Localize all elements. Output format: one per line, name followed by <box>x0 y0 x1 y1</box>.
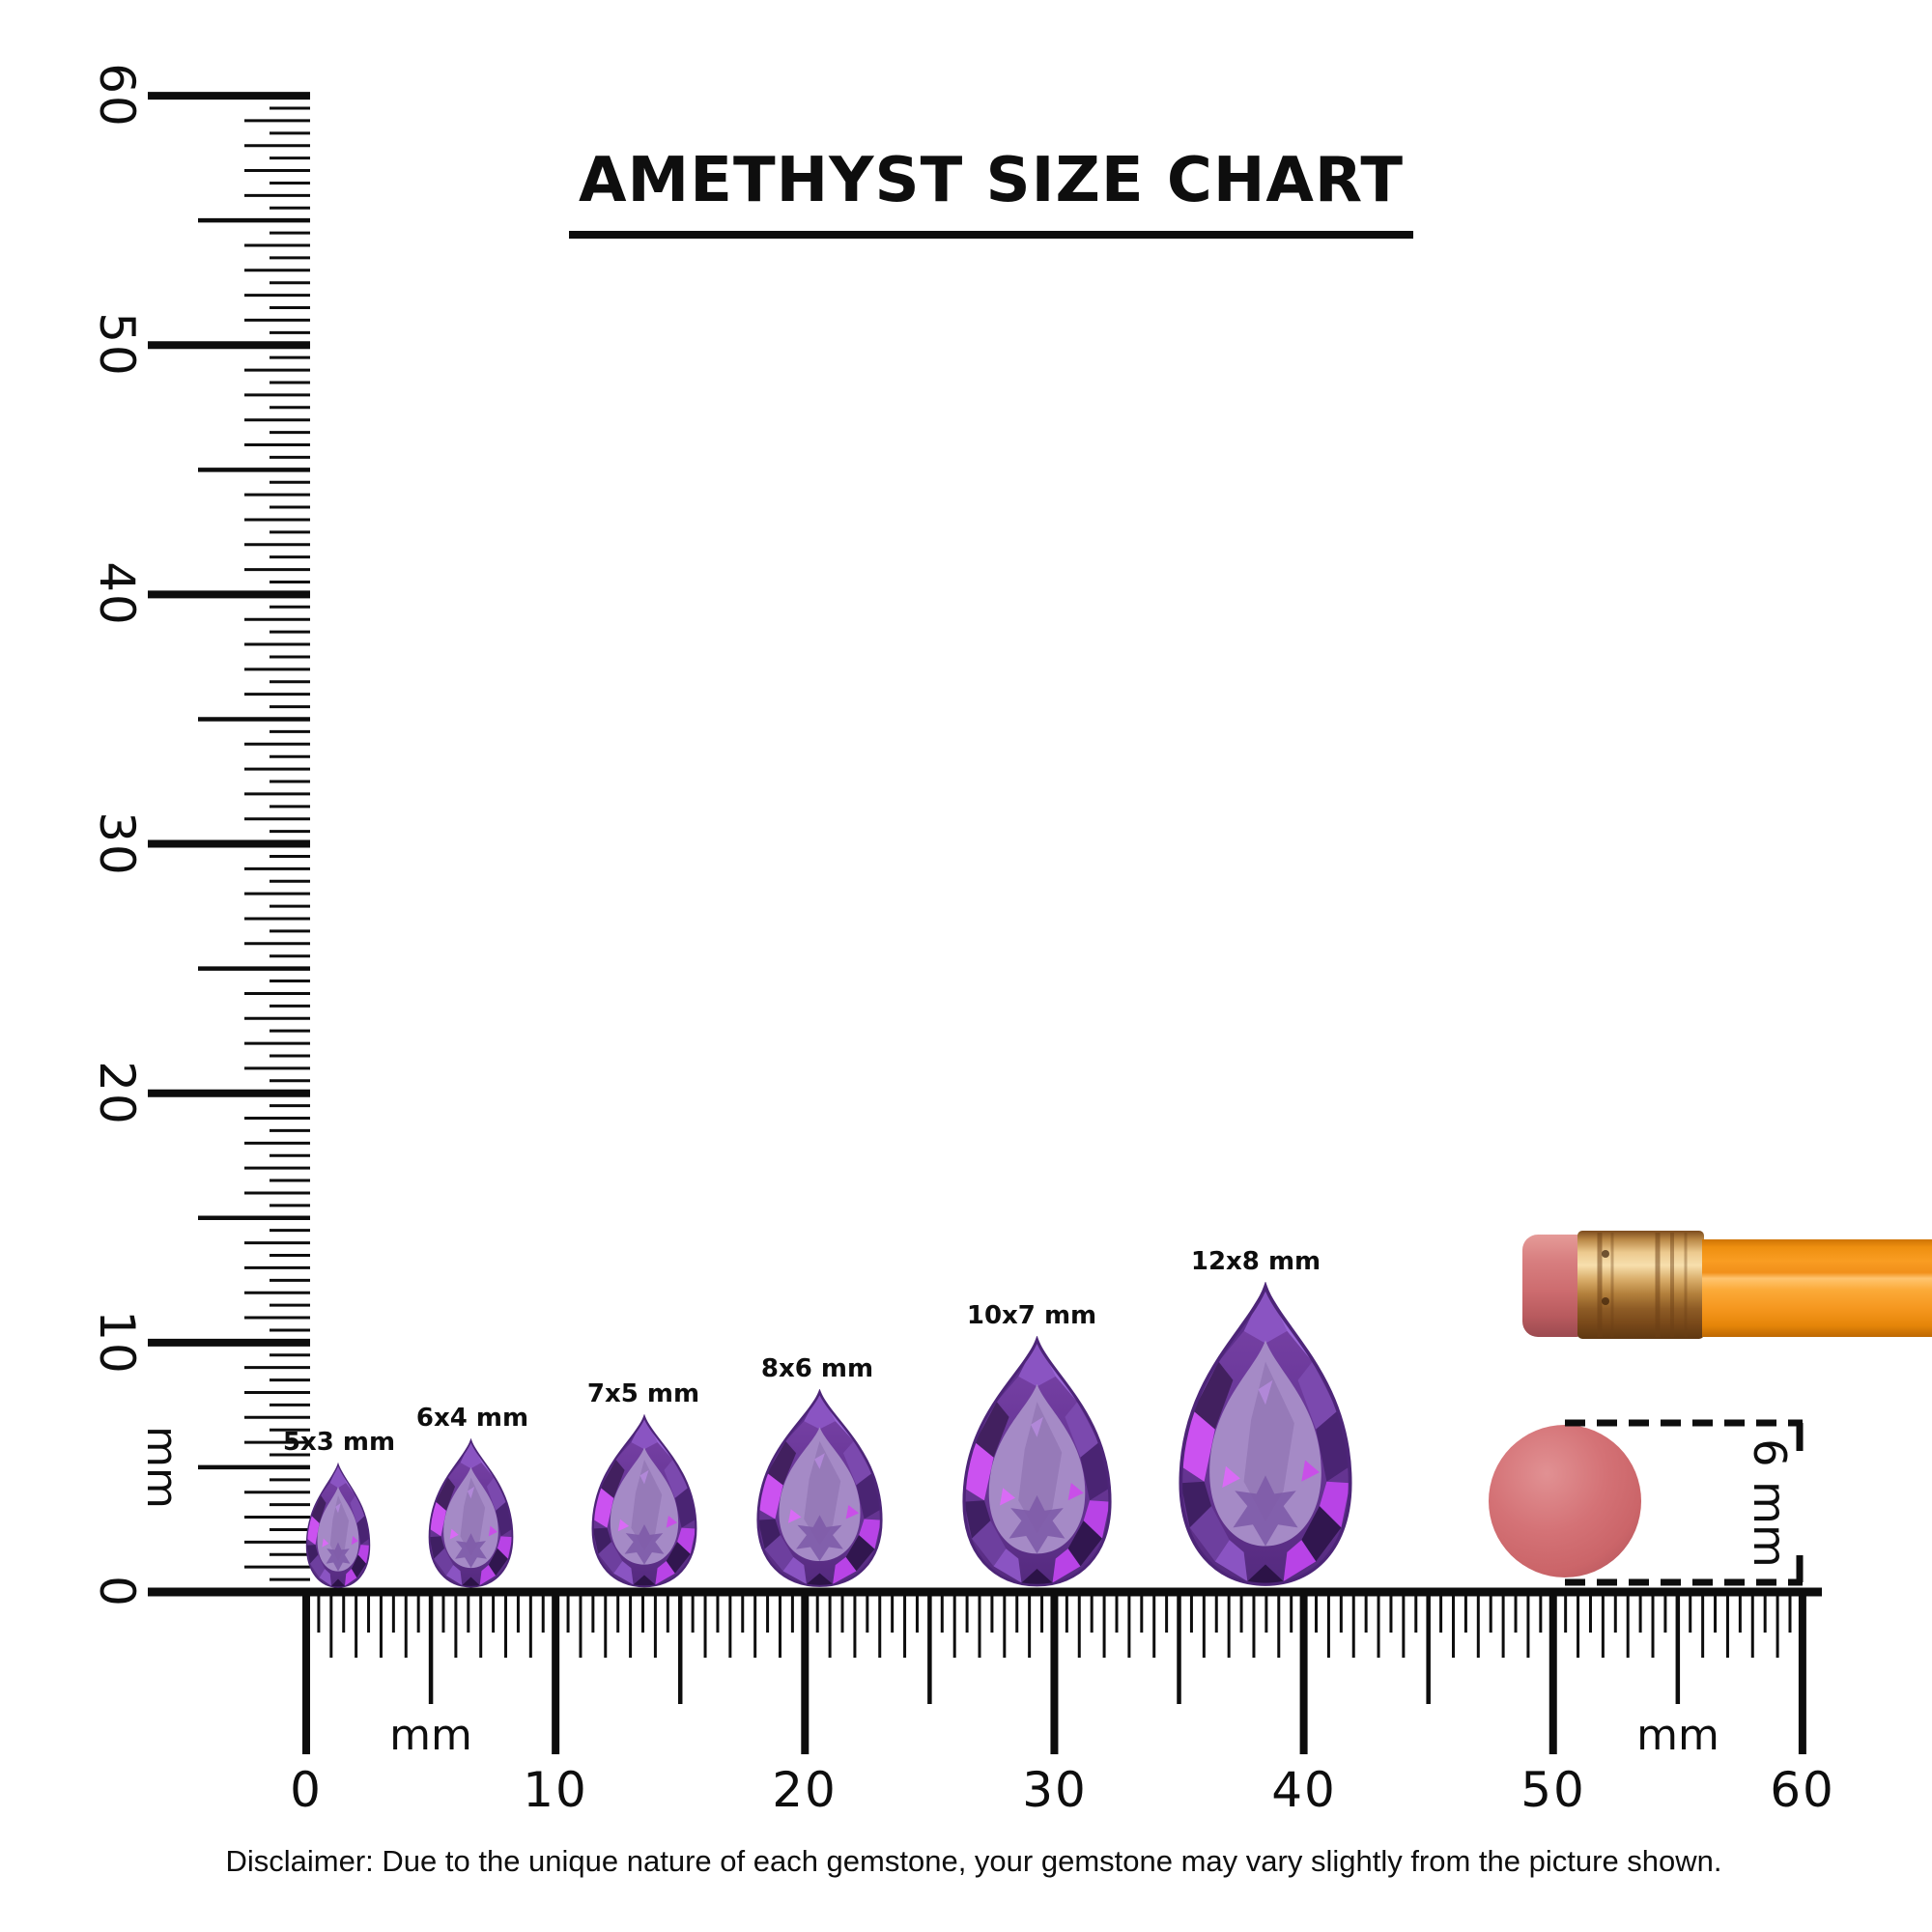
h-ruler-label-20: 20 <box>772 1762 838 1818</box>
gem-12x8 <box>1172 1282 1359 1589</box>
pencil-eraser <box>1522 1235 1592 1337</box>
v-ruler-label-20: 20 <box>89 1061 145 1126</box>
gem-7x5 <box>587 1414 701 1589</box>
disclaimer-text: Disclaimer: Due to the unique nature of … <box>225 1844 1722 1878</box>
eraser-measure-annotation <box>1489 1419 1804 1586</box>
horizontal-ruler-ticks <box>302 1592 1806 1754</box>
gem-8x6 <box>752 1389 888 1589</box>
gem-5x3 <box>303 1463 373 1589</box>
gem-label-5x3: 5x3 mm <box>282 1428 396 1457</box>
v-ruler-label-50: 50 <box>89 312 145 378</box>
v-ruler-unit-label: mm <box>137 1426 186 1509</box>
vertical-ruler-ticks <box>148 92 310 1581</box>
h-ruler-unit-label-left: mm <box>389 1711 472 1760</box>
gem-6x4 <box>425 1438 517 1589</box>
page-title: AMETHYST SIZE CHART <box>569 145 1413 239</box>
pencil-illustration <box>1522 1231 1932 1339</box>
v-ruler-label-30: 30 <box>89 811 145 877</box>
h-ruler-label-30: 30 <box>1022 1762 1088 1818</box>
gem-label-6x4: 6x4 mm <box>415 1404 529 1433</box>
pencil-ferrule <box>1577 1231 1704 1339</box>
gem-10x7 <box>956 1336 1118 1589</box>
h-ruler-unit-label-right: mm <box>1636 1711 1719 1760</box>
h-ruler-label-50: 50 <box>1520 1762 1586 1818</box>
h-ruler-label-60: 60 <box>1770 1762 1835 1818</box>
pencil-body <box>1702 1239 1932 1337</box>
v-ruler-label-40: 40 <box>89 561 145 627</box>
eraser-circle <box>1489 1425 1641 1577</box>
v-ruler-label-0: 0 <box>89 1576 145 1608</box>
gem-label-8x6: 8x6 mm <box>760 1354 874 1383</box>
eraser-measure-label: 6 mm <box>1744 1438 1796 1568</box>
h-ruler-label-40: 40 <box>1271 1762 1337 1818</box>
gem-label-12x8: 12x8 mm <box>1190 1247 1321 1276</box>
h-ruler-label-0: 0 <box>290 1762 323 1818</box>
h-ruler-label-10: 10 <box>523 1762 588 1818</box>
gem-label-7x5: 7x5 mm <box>586 1379 700 1408</box>
gem-label-10x7: 10x7 mm <box>966 1301 1097 1330</box>
v-ruler-label-10: 10 <box>89 1310 145 1376</box>
v-ruler-label-60: 60 <box>89 63 145 128</box>
